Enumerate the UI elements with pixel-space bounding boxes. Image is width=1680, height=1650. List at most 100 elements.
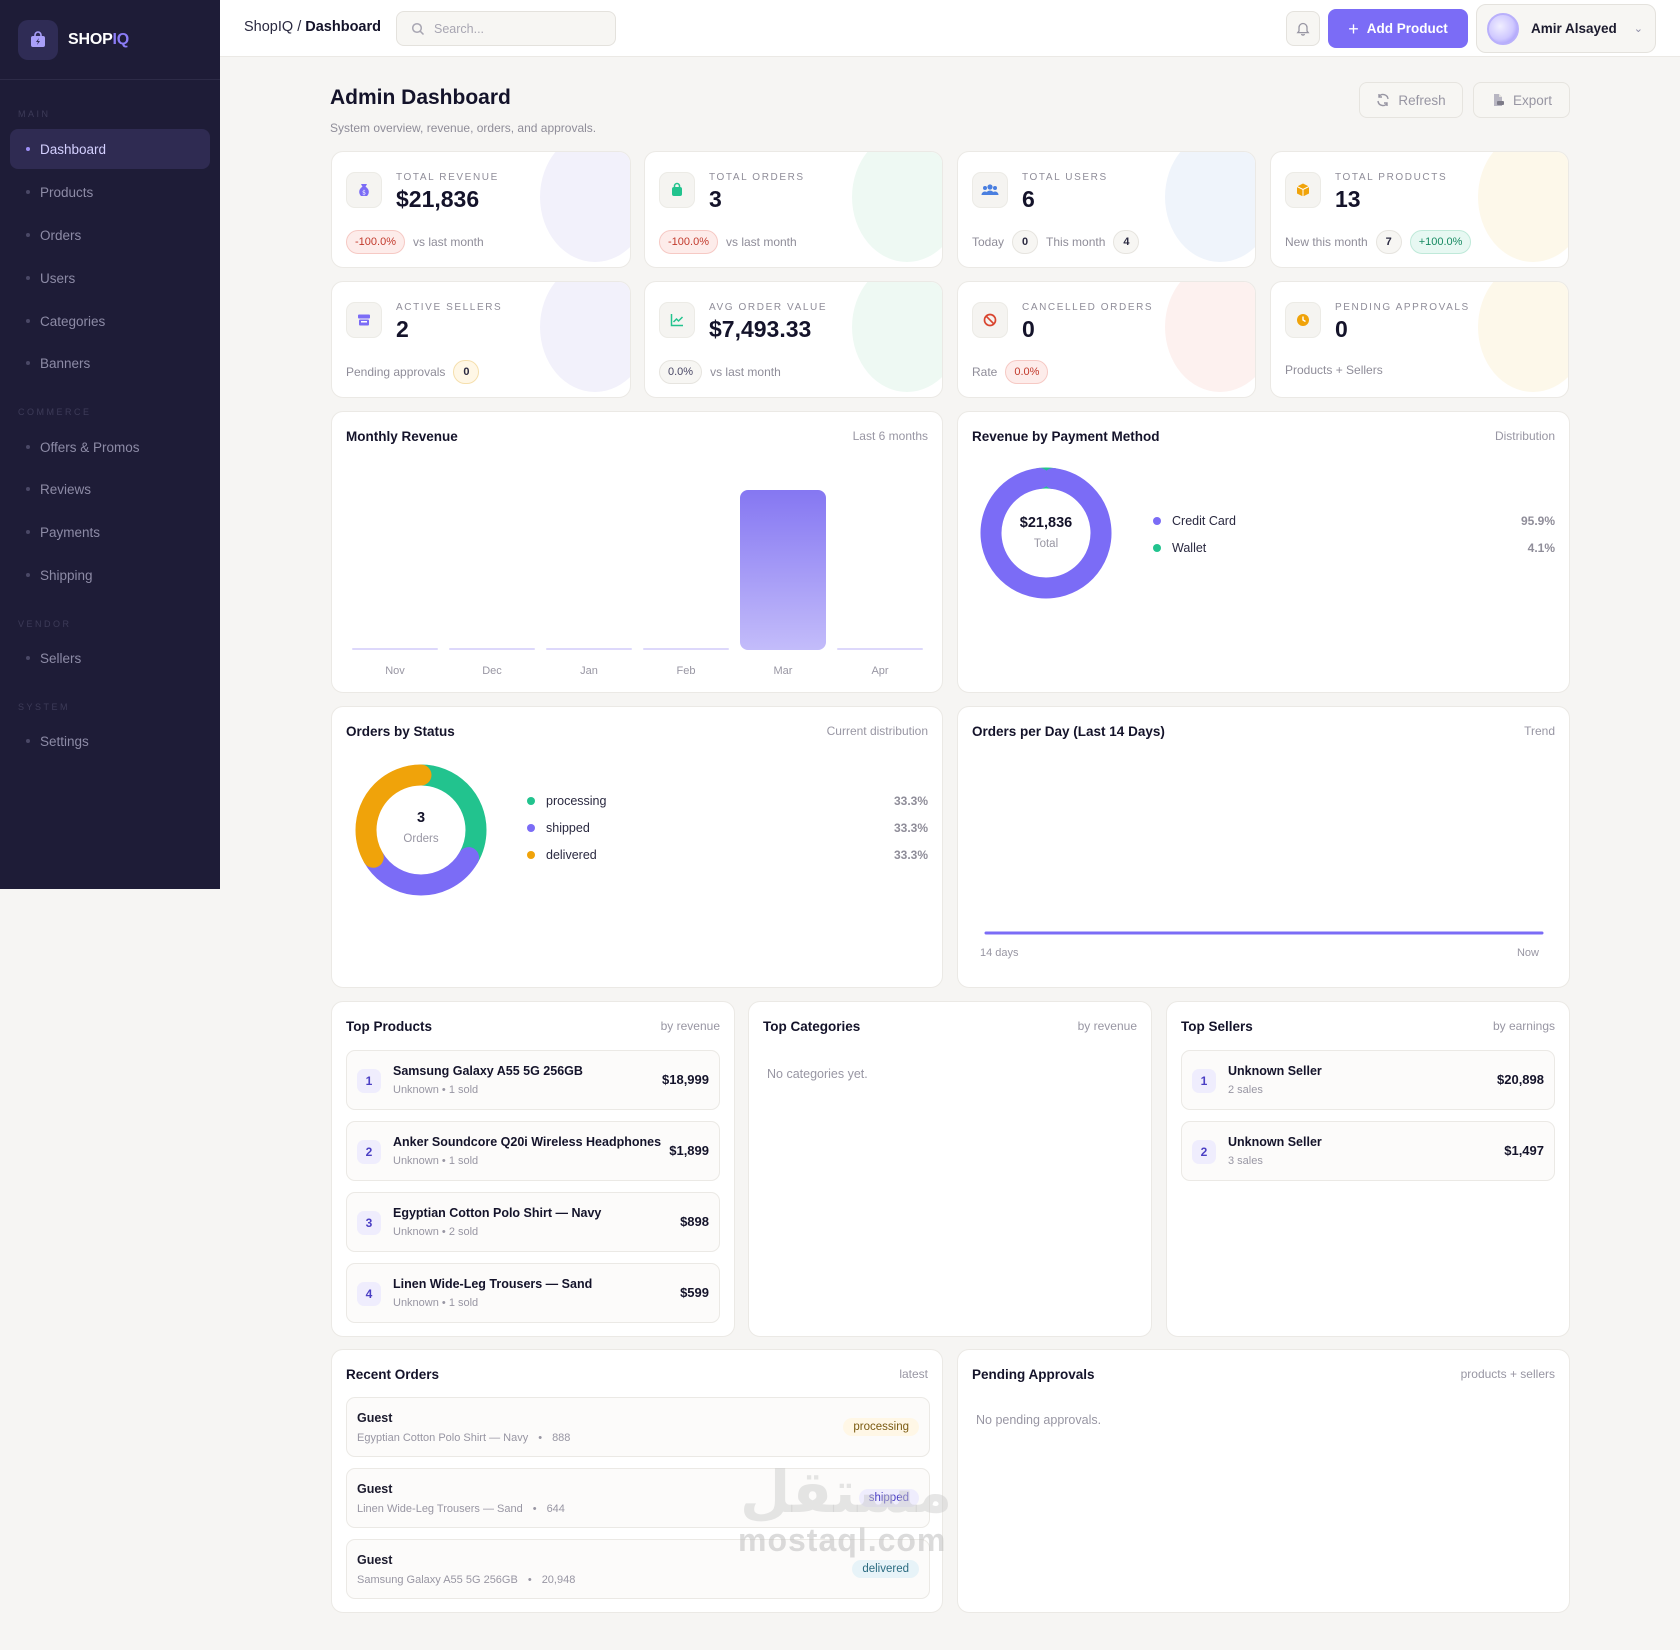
pending-approvals-card: Pending Approvals products + sellers No … (957, 1349, 1570, 1613)
legend-item: delivered (527, 848, 597, 862)
bullet-icon (26, 147, 30, 151)
stat-label: AVG ORDER VALUE (709, 302, 828, 313)
legend-label: processing (546, 794, 607, 808)
sidebar-item-shipping[interactable]: Shipping (10, 555, 210, 595)
donut-total-label: Orders (403, 833, 439, 845)
stat-value: 2 (396, 316, 409, 342)
seller-name: Unknown Seller (1228, 1064, 1322, 1078)
table-row[interactable]: Guest Samsung Galaxy A55 5G 256GB • 20,948… (346, 1539, 930, 1599)
sidebar-item-label: Shipping (40, 567, 93, 583)
stat-note: Products + Sellers (1285, 363, 1383, 377)
legend-label: Credit Card (1172, 514, 1236, 528)
refresh-button[interactable]: Refresh (1359, 82, 1463, 118)
card-title: Top Products (346, 1019, 432, 1034)
list-item[interactable]: 1 Unknown Seller 2 sales $20,898 (1181, 1050, 1555, 1110)
legend-dot-icon (527, 851, 535, 859)
search-input[interactable]: Search... (396, 11, 616, 46)
sidebar-item-label: Products (40, 184, 94, 200)
product-revenue: $599 (680, 1285, 709, 1300)
sidebar-item-offers[interactable]: Offers & Promos (10, 427, 210, 467)
bar-dec[interactable] (449, 648, 535, 650)
rank-badge: 2 (1192, 1140, 1216, 1164)
list-item[interactable]: 2 Unknown Seller 3 sales $1,497 (1181, 1121, 1555, 1181)
breadcrumb-root[interactable]: ShopIQ (244, 19, 294, 35)
stat-label: TOTAL ORDERS (709, 172, 805, 183)
product-name: Samsung Galaxy A55 5G 256GB (393, 1064, 583, 1078)
order-customer: Guest (357, 1553, 393, 1567)
sidebar-item-label: Sellers (40, 650, 82, 666)
table-row[interactable]: Guest Egyptian Cotton Polo Shirt — Navy •… (346, 1397, 930, 1457)
user-menu[interactable]: Amir Alsayed ⌄ (1476, 4, 1656, 53)
stat-card-users: TOTAL USERS 6 Today 0 This month 4 (957, 151, 1256, 268)
donut-slice-credit-card[interactable] (980, 467, 1112, 599)
watermark-logo: مستقل (740, 1460, 953, 1525)
search-icon (411, 22, 425, 35)
bar-feb[interactable] (643, 648, 729, 650)
notifications-button[interactable] (1286, 11, 1320, 46)
sidebar-item-settings[interactable]: Settings (10, 721, 210, 761)
bar-nov[interactable] (352, 648, 438, 650)
stat-card-avg-order: AVG ORDER VALUE $7,493.33 0.0% vs last mo… (644, 281, 943, 398)
page-subtitle: System overview, revenue, orders, and ap… (330, 121, 597, 135)
monthly-revenue-card: Monthly Revenue Last 6 months Nov Dec Jan F… (331, 411, 943, 693)
sidebar-item-reviews[interactable]: Reviews (10, 469, 210, 509)
add-product-button[interactable]: + Add Product (1328, 9, 1468, 48)
order-product: Egyptian Cotton Polo Shirt — Navy (357, 1432, 529, 1444)
sidebar-item-sellers[interactable]: Sellers (10, 638, 210, 678)
payment-donut-chart (980, 467, 1112, 599)
change-badge: 0.0% (659, 360, 703, 384)
bullet-icon (26, 573, 30, 577)
legend-percent: 33.3% (893, 848, 928, 862)
list-item[interactable]: 2 Anker Soundcore Q20i Wireless Headphon… (346, 1121, 720, 1181)
legend-item: shipped (527, 821, 590, 835)
breadcrumb: ShopIQ / Dashboard (244, 19, 381, 35)
stat-card-cancelled: CANCELLED ORDERS 0 Rate 0.0% (957, 281, 1256, 398)
sidebar-item-payments[interactable]: Payments (10, 512, 210, 552)
list-item[interactable]: 3 Egyptian Cotton Polo Shirt — Navy Unkn… (346, 1192, 720, 1252)
seller-earnings: $20,898 (1497, 1072, 1544, 1087)
sidebar-item-orders[interactable]: Orders (10, 215, 210, 255)
donut-slice-delivered[interactable] (355, 764, 487, 896)
bar-jan[interactable] (546, 648, 632, 650)
card-title: Revenue by Payment Method (972, 429, 1160, 444)
bullet-icon (26, 739, 30, 743)
sidebar-item-categories[interactable]: Categories (10, 301, 210, 341)
list-item[interactable]: 1 Samsung Galaxy A55 5G 256GB Unknown • … (346, 1050, 720, 1110)
stat-label: CANCELLED ORDERS (1022, 302, 1154, 313)
sidebar-item-label: Reviews (40, 481, 92, 497)
sidebar-item-users[interactable]: Users (10, 258, 210, 298)
table-row[interactable]: Guest Linen Wide-Leg Trousers — Sand • 644… (346, 1468, 930, 1528)
list-item[interactable]: 4 Linen Wide-Leg Trousers — Sand Unknown… (346, 1263, 720, 1323)
stat-label: TOTAL REVENUE (396, 172, 499, 183)
stat-card-sellers: ACTIVE SELLERS 2 Pending approvals 0 (331, 281, 631, 398)
legend-dot-icon (527, 824, 535, 832)
donut-slice-shipped[interactable] (355, 764, 487, 896)
sidebar-item-banners[interactable]: Banners (10, 343, 210, 383)
order-customer: Guest (357, 1411, 393, 1425)
status-badge: shipped (858, 1489, 919, 1507)
stat-note: vs last month (710, 365, 781, 379)
brand[interactable]: SHOPIQ (0, 0, 220, 80)
card-title: Recent Orders (346, 1367, 440, 1382)
bullet-icon (26, 276, 30, 280)
orders-status-card: Orders by Status Current distribution 3 … (331, 706, 943, 988)
bar-apr[interactable] (837, 648, 923, 650)
x-tick-label: Apr (871, 665, 888, 677)
bar-mar[interactable] (740, 490, 826, 650)
bullet-icon (26, 487, 30, 491)
stat-note: Today (972, 235, 1005, 249)
donut-total-label: Total (1033, 538, 1059, 550)
sidebar-item-products[interactable]: Products (10, 172, 210, 212)
breadcrumb-separator: / (293, 19, 306, 35)
status-badge: processing (843, 1418, 919, 1436)
sidebar-item-dashboard[interactable]: Dashboard (10, 129, 210, 169)
stat-value: $7,493.33 (709, 316, 812, 342)
card-subtitle: latest (899, 1367, 928, 1381)
stat-value: 3 (709, 186, 722, 212)
user-name: Amir Alsayed (1531, 21, 1617, 36)
stat-card-orders: TOTAL ORDERS 3 -100.0% vs last month (644, 151, 943, 268)
donut-total-value: 3 (416, 810, 426, 826)
stat-note: New this month (1285, 235, 1368, 249)
payment-method-card: Revenue by Payment Method Distribution $… (957, 411, 1570, 693)
export-button[interactable]: Export (1473, 82, 1570, 118)
